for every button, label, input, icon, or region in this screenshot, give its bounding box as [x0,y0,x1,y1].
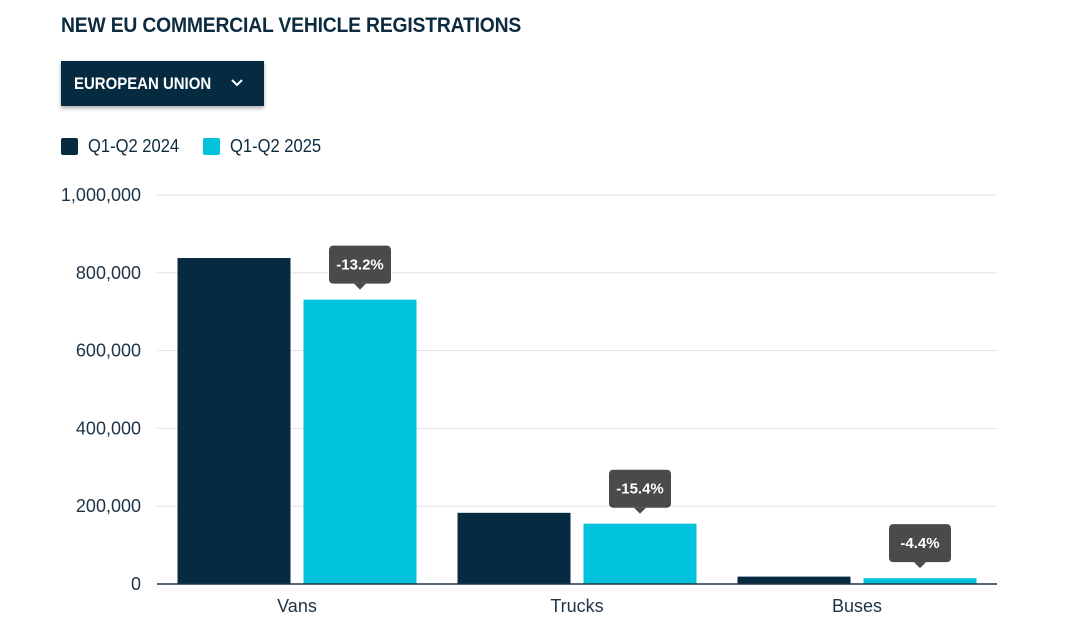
x-tick-label: Buses [832,596,882,616]
legend-swatch-2024 [61,138,78,155]
bar[interactable] [737,576,851,584]
y-tick-label: 1,000,000 [61,185,141,205]
legend-swatch-2025 [203,138,221,155]
tooltip-label: -15.4% [616,481,664,498]
bar[interactable] [863,578,977,584]
tooltip-pointer [634,507,646,514]
legend-item-2024[interactable]: Q1-Q2 2024 [61,136,187,157]
tooltip-label: -4.4% [900,535,939,552]
bar[interactable] [177,258,291,584]
region-dropdown[interactable]: EUROPEAN UNION [61,61,264,106]
legend: Q1-Q2 2024 Q1-Q2 2025 [61,136,345,157]
tooltip-box [609,469,671,508]
tooltip-box [889,524,951,563]
change-tooltip: -4.4% [889,524,951,569]
chevron-down-icon [231,79,243,87]
chart-title: NEW EU COMMERCIAL VEHICLE REGISTRATIONS [61,14,522,37]
y-tick-label: 800,000 [76,263,141,283]
tooltip-box [329,245,391,284]
change-tooltip: -13.2% [329,245,391,290]
x-tick-label: Trucks [550,596,603,616]
bar[interactable] [457,512,571,584]
y-tick-label: 200,000 [76,496,141,516]
legend-item-2025[interactable]: Q1-Q2 2025 [203,136,329,157]
tooltip-pointer [914,562,926,569]
bar[interactable] [583,523,697,584]
y-tick-label: 400,000 [76,418,141,438]
region-dropdown-label: EUROPEAN UNION [74,73,212,93]
tooltip-pointer [354,283,366,290]
legend-label-2024: Q1-Q2 2024 [88,136,180,156]
y-tick-label: 0 [131,574,141,594]
bar[interactable] [303,299,417,584]
tooltip-label: -13.2% [336,257,384,274]
change-tooltip: -15.4% [609,469,671,514]
legend-label-2025: Q1-Q2 2025 [230,136,322,156]
x-tick-label: Vans [277,596,317,616]
y-tick-label: 600,000 [76,341,141,361]
